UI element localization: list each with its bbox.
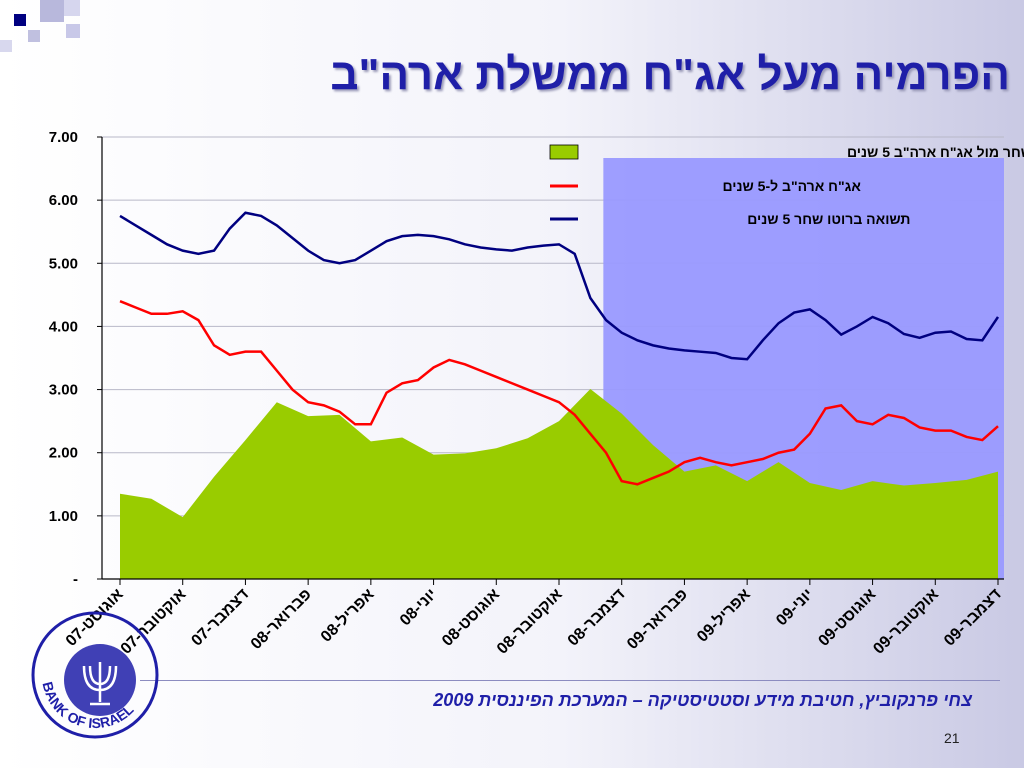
x-tick-label: דצמבר-08	[565, 586, 629, 650]
x-tick-label: פברואר-09	[624, 586, 691, 653]
series-us-treasury-line	[119, 300, 999, 486]
decorative-squares	[0, 0, 80, 52]
y-tick-label: 1.00	[49, 508, 78, 525]
x-tick-label: דצמבר-07	[188, 586, 252, 650]
legend-label: פער תשואה שחר מול אג"ח ארה"ב 5 שנים	[847, 144, 1024, 160]
y-tick-label: 2.00	[49, 445, 78, 462]
x-tick-label: אוקטובר-08	[494, 586, 566, 658]
legend-label: תשואה ברוטו שחר 5 שנים	[747, 211, 910, 227]
legend-swatch	[549, 144, 579, 160]
slide-footer: צחי פרנקוביץ, חטיבת מידע וסטטיסטיקה – המ…	[433, 690, 972, 710]
y-tick-label: 6.00	[49, 192, 78, 209]
axes	[101, 137, 1004, 580]
series-spread-area	[120, 388, 998, 579]
x-tick-label: אוגוסט-08	[439, 586, 503, 650]
y-tick-labels: - 1.00 2.00 3.00 4.00 5.00 6.00 7.00	[49, 129, 102, 588]
bank-of-israel-logo: BANK OF ISRAEL	[31, 611, 159, 739]
series-shahar-yield-line	[119, 211, 1000, 361]
y-tick-label: 4.00	[49, 318, 78, 335]
legend: פער תשואה שחר מול אג"ח ארה"ב 5 שנים אג"ח …	[549, 144, 1024, 227]
x-tick-label: יוני-09	[773, 586, 816, 629]
x-tick-label: אפריל-08	[317, 585, 378, 646]
legend-label: אג"ח ארה"ב ל-5 שנים	[722, 178, 861, 194]
y-tick-label: 7.00	[49, 129, 78, 146]
slide-title: הפרמיה מעל אג"ח ממשלת ארה"ב	[330, 50, 1010, 99]
x-tick-label: אוקטובר-09	[870, 586, 942, 658]
x-tick-label: יוני-08	[397, 586, 440, 629]
x-tick-label: אוגוסט-09	[815, 586, 879, 650]
page-number: 21	[944, 730, 960, 746]
y-tick-label: 5.00	[49, 255, 78, 272]
premium-chart: - 1.00 2.00 3.00 4.00 5.00 6.00 7.00 אוגוסט-07א…	[49, 129, 1024, 658]
x-tick-label: פברואר-08	[248, 586, 315, 653]
footer-divider	[140, 680, 1000, 681]
x-tick-label: דצמבר-09	[941, 586, 1005, 650]
y-tick-label: 3.00	[49, 382, 78, 399]
x-tick-label: אפריל-09	[693, 585, 754, 646]
y-tick-label: -	[73, 571, 78, 588]
